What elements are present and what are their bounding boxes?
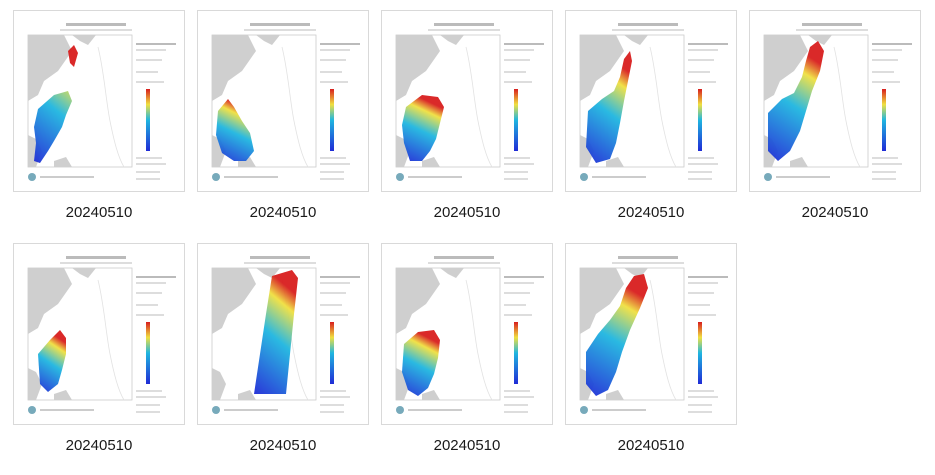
thumbnail-label[interactable]: 20240510 bbox=[617, 204, 685, 221]
image-thumbnail[interactable] bbox=[381, 10, 553, 192]
wave-map-image bbox=[198, 244, 368, 424]
image-thumbnail[interactable] bbox=[565, 10, 737, 192]
thumbnail-label[interactable]: 20240510 bbox=[65, 437, 133, 454]
wave-map-image bbox=[382, 244, 552, 424]
thumbnail-label[interactable]: 20240510 bbox=[617, 437, 685, 454]
thumbnail-label[interactable]: 20240510 bbox=[249, 204, 317, 221]
wave-map-image bbox=[14, 244, 184, 424]
thumbnail-label[interactable]: 20240510 bbox=[433, 204, 501, 221]
image-thumbnail[interactable] bbox=[749, 10, 921, 192]
image-thumbnail[interactable] bbox=[381, 243, 553, 425]
wave-map-image bbox=[566, 244, 736, 424]
image-thumbnail[interactable] bbox=[13, 10, 185, 192]
wave-map-image bbox=[14, 11, 184, 191]
image-thumbnail[interactable] bbox=[13, 243, 185, 425]
image-thumbnail[interactable] bbox=[197, 10, 369, 192]
thumbnail-label[interactable]: 20240510 bbox=[249, 437, 317, 454]
image-thumbnail[interactable] bbox=[197, 243, 369, 425]
thumbnail-label[interactable]: 20240510 bbox=[801, 204, 869, 221]
wave-map-image bbox=[198, 11, 368, 191]
wave-map-image bbox=[382, 11, 552, 191]
wave-map-image bbox=[566, 11, 736, 191]
thumbnail-label[interactable]: 20240510 bbox=[65, 204, 133, 221]
image-thumbnail[interactable] bbox=[565, 243, 737, 425]
thumbnail-label[interactable]: 20240510 bbox=[433, 437, 501, 454]
wave-map-image bbox=[750, 11, 920, 191]
